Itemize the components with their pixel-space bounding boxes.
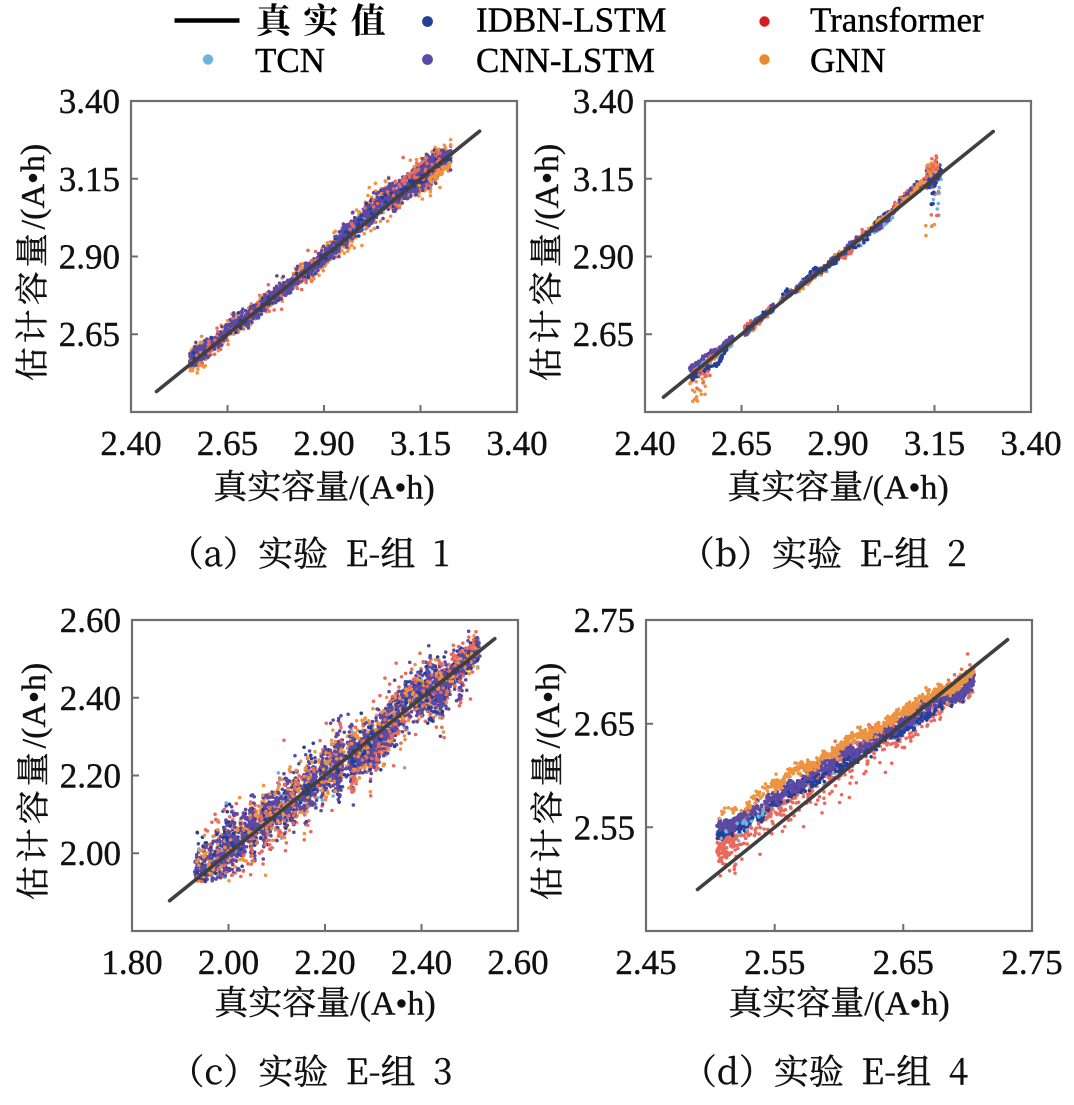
svg-text:2.20: 2.20 — [60, 757, 121, 796]
svg-text:3.15: 3.15 — [390, 424, 451, 463]
svg-text:2.40: 2.40 — [60, 679, 121, 718]
svg-text:2.90: 2.90 — [59, 238, 120, 277]
svg-text:Transformer: Transformer — [810, 1, 984, 40]
svg-text:2.65: 2.65 — [711, 424, 772, 463]
svg-text:2.60: 2.60 — [60, 601, 121, 640]
svg-text:2.75: 2.75 — [574, 601, 635, 640]
svg-text:2.90: 2.90 — [807, 424, 868, 463]
svg-text:3.40: 3.40 — [59, 82, 120, 121]
svg-text:1.80: 1.80 — [101, 943, 162, 982]
svg-text:IDBN-LSTM: IDBN-LSTM — [476, 1, 667, 40]
svg-text:2.40: 2.40 — [391, 943, 452, 982]
svg-text:2.60: 2.60 — [487, 943, 548, 982]
svg-text:2.90: 2.90 — [293, 424, 354, 463]
svg-text:2.40: 2.40 — [614, 424, 675, 463]
svg-text:3.40: 3.40 — [486, 424, 547, 463]
svg-text:/(A•h): /(A•h) — [350, 986, 436, 1023]
svg-text:/(A•h): /(A•h) — [864, 986, 950, 1023]
svg-text:3.15: 3.15 — [904, 424, 965, 463]
svg-text:2.75: 2.75 — [1001, 943, 1062, 982]
svg-text:3.40: 3.40 — [1000, 424, 1061, 463]
svg-text:2.40: 2.40 — [100, 424, 161, 463]
svg-text:2.65: 2.65 — [59, 315, 120, 354]
svg-text:CNN-LSTM: CNN-LSTM — [476, 41, 655, 80]
svg-text:2.55: 2.55 — [574, 808, 635, 847]
svg-text:/(A•h): /(A•h) — [529, 144, 566, 230]
svg-text:3.40: 3.40 — [573, 82, 634, 121]
svg-text:/(A•h): /(A•h) — [863, 470, 949, 507]
svg-text:2.65: 2.65 — [574, 705, 635, 744]
svg-text:TCN: TCN — [255, 41, 325, 80]
svg-text:2.55: 2.55 — [744, 943, 805, 982]
svg-text:2.65: 2.65 — [197, 424, 258, 463]
svg-text:/(A•h): /(A•h) — [530, 663, 567, 749]
svg-text:/(A•h): /(A•h) — [349, 470, 435, 507]
svg-text:3.15: 3.15 — [59, 160, 120, 199]
svg-text:2.45: 2.45 — [615, 943, 676, 982]
svg-text:3.15: 3.15 — [573, 160, 634, 199]
svg-text:2.65: 2.65 — [873, 943, 934, 982]
svg-text:GNN: GNN — [810, 41, 886, 80]
svg-text:2.65: 2.65 — [573, 315, 634, 354]
svg-text:2.20: 2.20 — [294, 943, 355, 982]
svg-text:2.00: 2.00 — [60, 834, 121, 873]
svg-text:/(A•h): /(A•h) — [15, 144, 52, 230]
svg-text:/(A•h): /(A•h) — [16, 663, 53, 749]
svg-text:2.90: 2.90 — [573, 238, 634, 277]
svg-text:2.00: 2.00 — [198, 943, 259, 982]
